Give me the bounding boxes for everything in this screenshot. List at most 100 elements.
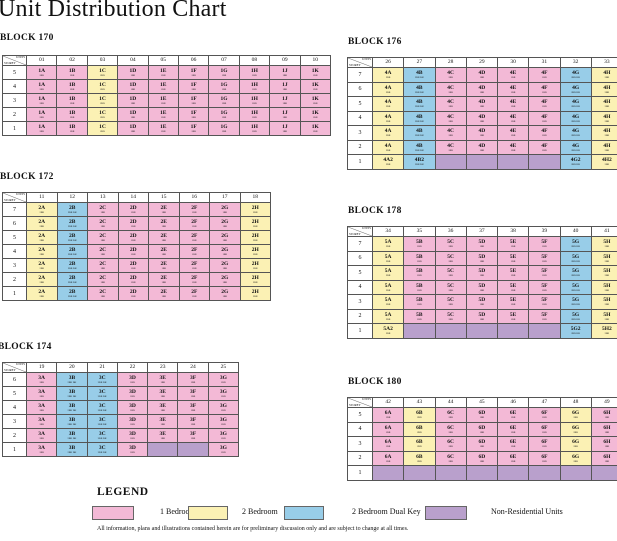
unit-cell: 5D 1BR — [465, 250, 499, 266]
unit-cell: 4D 1BR — [465, 139, 499, 155]
unit-cell: 3D 1BR — [116, 428, 149, 443]
unit-type: 1BR — [160, 102, 166, 105]
unit-cell: 1C 2BR — [86, 107, 119, 122]
unit-cell: 2E 1BR — [148, 230, 180, 245]
unit-cell: 2C 1BR — [87, 258, 119, 273]
unit-type: 1BR — [69, 88, 75, 91]
unit-code: 5B — [416, 253, 423, 260]
unit-code: 5D — [478, 268, 486, 275]
unit-cell: 5H 2BR — [590, 279, 617, 295]
unit-code: 4F — [541, 142, 548, 149]
unit-code: 5D — [478, 239, 486, 246]
unit-code: 6C — [447, 410, 454, 417]
storey-row: 4 5A 2BR 5B 1BR 5C 1BR 5D 1BR 5E 1BR 5F 1BR 5G 2BR DK 5… — [347, 279, 617, 295]
unit-code: 4B — [416, 99, 423, 106]
unit-code: 5F — [541, 297, 548, 304]
unit-type: 1BR — [479, 288, 485, 292]
unit-type: 2BR — [252, 211, 258, 214]
unit-type: 2BR DK — [67, 381, 77, 384]
stack-number: 17 — [209, 192, 241, 203]
unit-type: 2BR DK — [571, 303, 581, 307]
storey-row: 3 5A 2BR 5B 1BR 5C 1BR 5D 1BR 5E 1BR 5F 1BR 5G 2BR DK 5… — [347, 294, 617, 310]
unit-cell: 1D 1BR — [117, 93, 149, 108]
unit-code: 2G — [221, 261, 229, 267]
unit-cell: 6G 2BR — [559, 436, 592, 452]
unit-cell: 6A 1BR — [371, 450, 405, 466]
unit-code: 6H — [603, 424, 611, 431]
unit-code: 4G — [572, 99, 580, 106]
storey-number: 2 — [347, 308, 373, 324]
unit-code: 5G2 — [570, 326, 581, 333]
unit-type: 1BR — [542, 105, 547, 109]
unit-code: 1B — [68, 82, 76, 88]
unit-type: 1BR — [542, 288, 547, 292]
unit-type: 1BR — [160, 423, 166, 426]
unit-type: 2BR — [252, 253, 258, 256]
stack-number: 39 — [528, 226, 561, 237]
unit-code: 3E — [159, 431, 166, 437]
unit-type: 1BR — [604, 416, 610, 420]
unit-cell: 2G 1BR — [209, 230, 241, 245]
page-title: Unit Distribution Chart — [0, 0, 227, 22]
unit-type: 1BR — [39, 409, 44, 412]
unit-type: 2BR — [385, 134, 391, 138]
unit-type: 2BR DK — [571, 317, 581, 321]
unit-cell: 6B 2BR — [403, 436, 436, 452]
storey-number: 1 — [2, 442, 27, 457]
unit-type: 1BR — [160, 381, 166, 384]
unit-type: 1BR — [282, 130, 288, 133]
unit-code: 4F — [541, 84, 548, 91]
unit-type: 2BR DK — [414, 148, 424, 152]
block-170-table: UNITS STOREY 01 02 03 04 05 06 07 08 09 10 5 1A 1BR 1B 1… — [2, 55, 331, 136]
unit-type: 2BR — [385, 288, 391, 292]
unit-code: 1A — [38, 124, 46, 130]
unit-cell: 5E 1BR — [496, 279, 530, 295]
unit-cell: 5G 2BR DK — [559, 308, 592, 324]
unit-cell: 3G 1BR — [207, 386, 239, 401]
unit-code: 4D — [478, 84, 486, 91]
unit-type: 1BR — [190, 437, 196, 440]
unit-type: 1BR — [130, 239, 136, 242]
unit-cell: 6C 1BR — [434, 421, 467, 437]
unit-type: 2BR — [385, 317, 391, 321]
unit-type: 2BR DK — [414, 119, 424, 123]
unit-code: 2F — [191, 205, 198, 211]
unit-cell: 1D 1BR — [117, 79, 149, 94]
storey-number: 1 — [347, 323, 373, 339]
unit-code: 2D — [129, 219, 137, 225]
unit-cell: 5E 1BR — [496, 250, 530, 266]
unit-type: 1BR — [222, 253, 228, 256]
unit-code: 1B — [68, 96, 76, 102]
unit-cell: 4B 2BR DK — [403, 96, 436, 112]
unit-code: 2E — [160, 261, 167, 267]
unit-type: 1BR — [191, 253, 197, 256]
unit-code: 3C — [98, 389, 106, 395]
unit-code: 3G — [219, 445, 227, 451]
unit-code: 4A — [384, 142, 392, 149]
unit-type: 1BR — [448, 317, 453, 321]
unit-cell: 3B 2BR DK — [56, 428, 88, 443]
unit-code: 2F — [191, 247, 198, 253]
storey-row: 5 4A 2BR 4B 2BR DK 4C 1BR 4D 1BR 4E 1BR 4F 1BR 4G 2BR … — [347, 96, 617, 112]
unit-code: 2C — [99, 205, 107, 211]
unit-code: 6A — [384, 439, 392, 446]
unit-code: 3A — [38, 375, 45, 381]
unit-type: 1BR — [191, 130, 196, 133]
unit-code: 2F — [191, 261, 198, 267]
unit-type: 2BR — [385, 148, 391, 152]
unit-code: 3B — [68, 431, 76, 437]
stack-header-row: UNITS STOREY 42 43 44 45 46 47 48 49 — [347, 397, 617, 408]
unit-type: 2BR — [604, 332, 610, 336]
unit-type: 1BR — [282, 74, 288, 77]
stack-header-row: UNITS STOREY 26 27 28 29 30 31 32 33 — [347, 57, 617, 68]
unit-cell: 4A 2BR — [371, 125, 405, 141]
unit-type: 2BR — [385, 90, 391, 94]
units-label: UNITS — [16, 192, 25, 197]
unit-type: 1BR — [160, 395, 166, 398]
unit-cell: 1K 1BR — [299, 93, 331, 108]
unit-type: 1BR — [479, 134, 485, 138]
unit-code: 4C — [447, 84, 454, 91]
unit-cell: 2B 2BR DK — [56, 202, 88, 217]
unit-cell: 1J 1BR — [269, 79, 301, 94]
unit-type: 1BR — [160, 116, 166, 119]
